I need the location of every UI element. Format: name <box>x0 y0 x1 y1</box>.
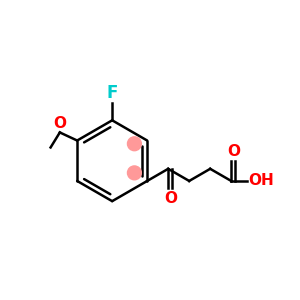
Text: O: O <box>164 191 177 206</box>
Text: O: O <box>227 145 240 160</box>
Circle shape <box>128 137 141 151</box>
Text: F: F <box>106 84 118 102</box>
Text: OH: OH <box>248 173 274 188</box>
Text: O: O <box>53 116 66 131</box>
Circle shape <box>128 166 141 180</box>
